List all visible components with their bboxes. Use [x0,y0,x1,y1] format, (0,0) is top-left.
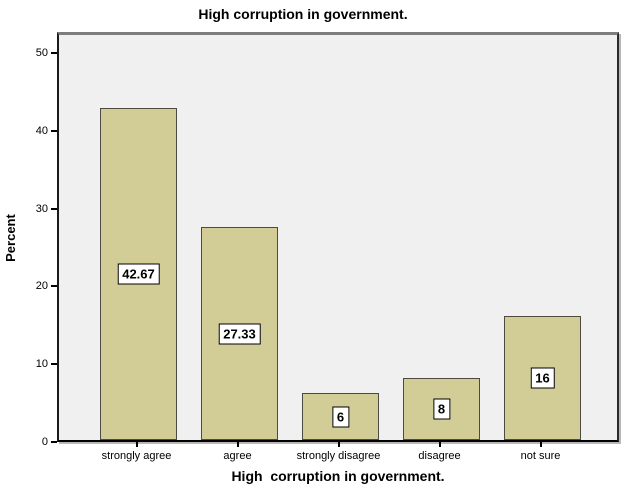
bar-value-label-strongly-agree: 42.67 [117,263,160,285]
y-tick-label-40: 40 [35,124,48,137]
y-tick-label-10: 10 [35,358,48,371]
y-tick-label-50: 50 [35,47,48,59]
y-tick-label-20: 20 [35,280,48,293]
bars-container: 42.67 27.33 6 8 16 [59,35,617,440]
bar-value-label-agree: 27.33 [218,323,261,345]
bar-value-label-not-sure: 16 [530,367,555,389]
x-tick-strongly-disagree [337,442,340,447]
bar-value-label-disagree: 8 [432,398,451,420]
x-axis-title: High corruption in government. [231,468,445,484]
category-label-disagree: disagree [418,450,461,462]
y-tick-30 [51,207,57,210]
category-label-strongly-agree: strongly agree [101,450,172,462]
category-label-not-sure: not sure [520,450,561,462]
x-tick-not-sure [539,442,542,447]
x-tick-strongly-agree [135,442,138,447]
y-tick-label-0: 0 [41,436,48,448]
y-tick-50 [51,52,57,54]
bar-value-label-strongly-disagree: 6 [331,406,350,428]
x-tick-agree [236,442,239,447]
y-tick-20 [51,285,57,288]
category-label-agree: agree [223,450,252,462]
plot-area: 42.67 27.33 6 8 16 [57,32,619,442]
y-tick-0 [51,441,57,443]
y-tick-label-30: 30 [35,202,48,215]
x-tick-disagree [438,442,441,447]
chart-title: High corruption in government. [198,6,408,22]
category-label-strongly-disagree: strongly disagree [296,450,381,462]
y-tick-40 [51,129,57,132]
y-tick-10 [51,363,57,366]
